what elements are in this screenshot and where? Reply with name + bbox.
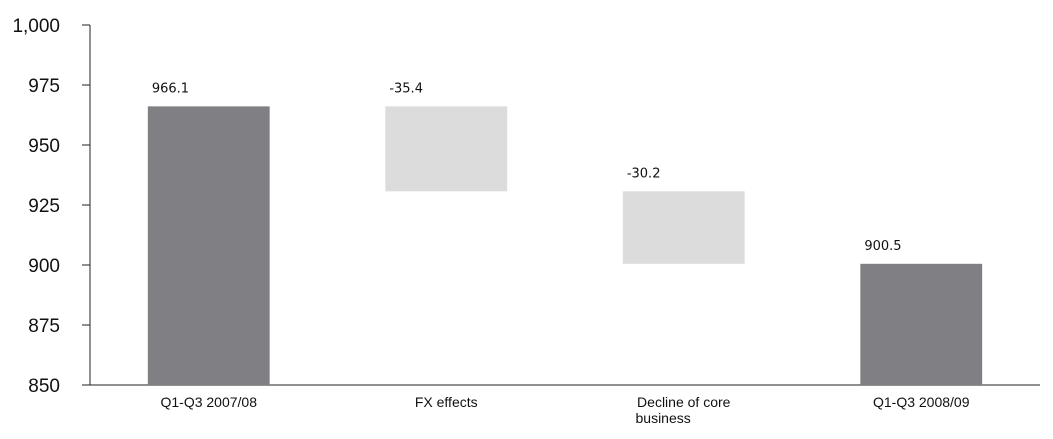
x-category-label-line: business xyxy=(636,410,691,426)
total-bar xyxy=(860,263,983,385)
data-label: -30.2 xyxy=(627,166,661,181)
y-axis-ticks: 850 875 900 925 950 975 1,000 xyxy=(12,16,90,397)
data-label: -35.4 xyxy=(389,81,423,96)
x-category-label-line: Decline of core xyxy=(637,394,731,410)
data-labels: 966.1 -35.4 -30.2 900.5 xyxy=(152,81,902,253)
bars xyxy=(147,106,983,386)
x-category-label-line: Q1-Q3 2007/08 xyxy=(160,394,257,410)
y-tick-label: 975 xyxy=(28,76,60,97)
x-category-label: Q1-Q3 2007/08 xyxy=(160,394,257,410)
y-tick-label: 1,000 xyxy=(12,16,60,37)
x-category-label-line: FX effects xyxy=(415,394,478,410)
data-label: 900.5 xyxy=(864,239,901,254)
x-category-label: Q1-Q3 2008/09 xyxy=(873,394,970,410)
y-tick-label: 950 xyxy=(28,136,60,157)
x-category-label: FX effects xyxy=(415,394,478,410)
x-category-label: Decline of core business xyxy=(636,394,731,426)
x-axis-labels: Q1-Q3 2007/08 FX effects Decline of core bu… xyxy=(160,394,969,426)
data-label: 966.1 xyxy=(152,81,189,96)
total-bar xyxy=(147,106,270,386)
y-tick-label: 925 xyxy=(28,196,60,217)
y-tick-label: 875 xyxy=(28,316,60,337)
y-tick-label: 850 xyxy=(28,376,60,397)
delta-bar xyxy=(385,106,508,192)
delta-bar xyxy=(622,191,745,264)
y-tick-label: 900 xyxy=(28,256,60,277)
x-category-label-line: Q1-Q3 2008/09 xyxy=(873,394,970,410)
